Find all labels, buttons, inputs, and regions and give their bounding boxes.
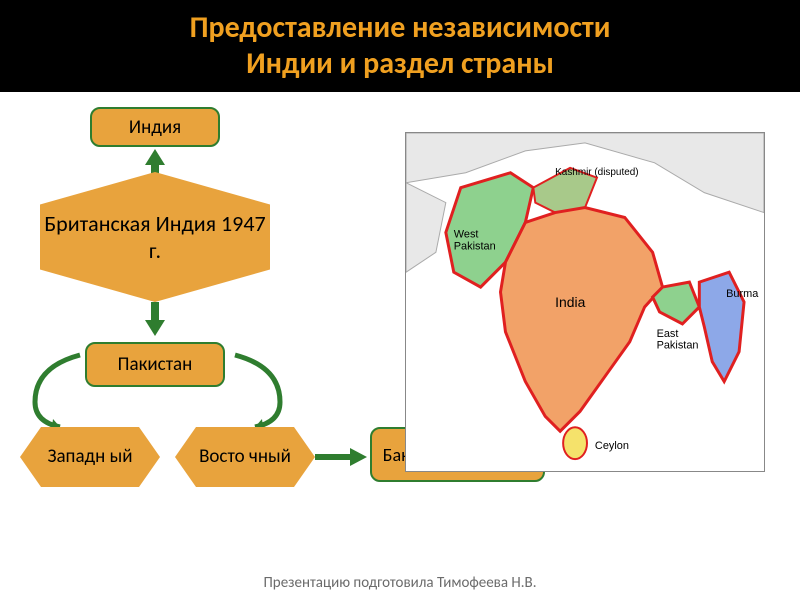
title-line1: Предоставление независимости — [0, 10, 800, 46]
hex-west: Западн ый — [20, 427, 160, 487]
arrow-west-curve — [25, 347, 95, 437]
footer-text: Презентацию подготовила Тимофеева Н.В. — [263, 574, 536, 592]
title-line2: Индии и раздел страны — [0, 46, 800, 82]
hex-east: Восто чный — [175, 427, 315, 487]
hex-west-label: Западн ый — [47, 446, 132, 468]
box-pakistan: Пакистан — [85, 342, 225, 387]
hex-east-label: Восто чный — [199, 446, 291, 468]
map-label-burma: Burma — [726, 288, 759, 300]
content: Индия Британская Индия 1947 г. Пакистан … — [0, 92, 800, 582]
arrow-bangladesh — [315, 442, 370, 472]
map-label-ceylon: Ceylon — [595, 440, 629, 452]
footer: Презентацию подготовила Тимофеева Н.В. — [0, 574, 800, 592]
arrow-india — [145, 149, 165, 165]
box-india-label: Индия — [129, 116, 181, 139]
arrow-east-curve — [220, 347, 290, 437]
hex-british-india-label: Британская Индия 1947 г. — [40, 210, 270, 265]
map: Kashmir (disputed) West Pakistan India E… — [405, 132, 765, 472]
map-label-epak: East Pakistan — [657, 328, 699, 352]
box-pakistan-label: Пакистан — [118, 353, 193, 376]
arrow-pak-stem — [151, 302, 159, 320]
box-india: Индия — [90, 107, 220, 147]
map-label-kashmir: Kashmir (disputed) — [555, 167, 638, 178]
title-bar: Предоставление независимости Индии и раз… — [0, 0, 800, 92]
map-svg: Kashmir (disputed) West Pakistan India E… — [406, 133, 764, 471]
arrow-pakistan — [145, 320, 165, 336]
map-label-india: India — [555, 294, 585, 310]
hex-british-india: Британская Индия 1947 г. — [40, 172, 270, 302]
